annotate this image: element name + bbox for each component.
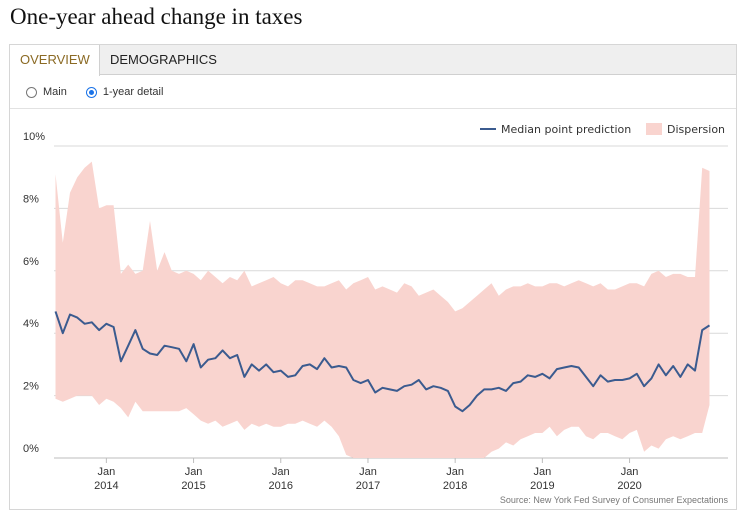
- y-tick-label: 10%: [23, 131, 45, 143]
- tab-overview[interactable]: OVERVIEW: [10, 45, 100, 76]
- x-tick-month-label: Jan: [446, 466, 464, 478]
- x-tick-year-label: 2014: [94, 480, 118, 492]
- radio-1-year-detail-label: 1-year detail: [102, 86, 164, 98]
- y-tick-labels: 0% 2% 4% 6% 8% 10%: [23, 131, 45, 455]
- y-tick-label: 4%: [23, 318, 39, 330]
- legend-dispersion-swatch[interactable]: [646, 123, 662, 135]
- view-radio-group: Main 1-year detail: [26, 86, 179, 104]
- radio-1-year-detail[interactable]: 1-year detail: [85, 86, 164, 98]
- x-tick-month-label: Jan: [533, 466, 551, 478]
- divider: [10, 108, 736, 109]
- legend: Median point prediction Dispersion: [480, 123, 725, 136]
- x-tick-year-label: 2017: [356, 480, 380, 492]
- x-tick-month-label: Jan: [359, 466, 377, 478]
- y-tick-label: 0%: [23, 443, 39, 455]
- x-tick-year-label: 2016: [269, 480, 293, 492]
- x-tick-year-label: 2019: [530, 480, 554, 492]
- x-tick-month-label: Jan: [272, 466, 290, 478]
- y-tick-label: 6%: [23, 256, 39, 268]
- x-tick-year-label: 2020: [617, 480, 641, 492]
- chart-panel: OVERVIEW DEMOGRAPHICS Main 1-year detail…: [9, 44, 737, 510]
- tab-demographics[interactable]: DEMOGRAPHICS: [110, 52, 217, 67]
- y-tick-label: 2%: [23, 381, 39, 393]
- source-note: Source: New York Fed Survey of Consumer …: [500, 495, 729, 505]
- median-line-layer: [54, 311, 711, 413]
- radio-main[interactable]: Main: [26, 86, 67, 98]
- median-line[interactable]: [54, 311, 711, 413]
- tab-bar: OVERVIEW DEMOGRAPHICS: [10, 45, 736, 76]
- dispersion-band[interactable]: [55, 161, 710, 458]
- dispersion-area-layer: [55, 161, 710, 458]
- page-title: One-year ahead change in taxes: [10, 4, 303, 29]
- tax-change-chart: 0% 2% 4% 6% 8% 10% Jan 2014 Jan 2015 Jan 2016 Jan 20…: [23, 123, 729, 505]
- legend-median-label[interactable]: Median point prediction: [501, 123, 631, 136]
- x-tick-year-label: 2018: [443, 480, 467, 492]
- radio-main-circle-icon[interactable]: [26, 86, 37, 98]
- x-tick-year-label: 2015: [181, 480, 205, 492]
- x-tick-month-label: Jan: [97, 466, 115, 478]
- radio-main-label: Main: [43, 86, 67, 98]
- legend-dispersion-label[interactable]: Dispersion: [667, 123, 725, 136]
- radio-1-year-detail-circle-icon[interactable]: [85, 86, 97, 98]
- x-tick-month-label: Jan: [185, 466, 203, 478]
- x-tick-month-label: Jan: [621, 466, 639, 478]
- y-tick-label: 8%: [23, 193, 39, 205]
- x-tick-labels: Jan 2014 Jan 2015 Jan 2016 Jan 2017 Jan 2018 Jan 20…: [94, 458, 642, 492]
